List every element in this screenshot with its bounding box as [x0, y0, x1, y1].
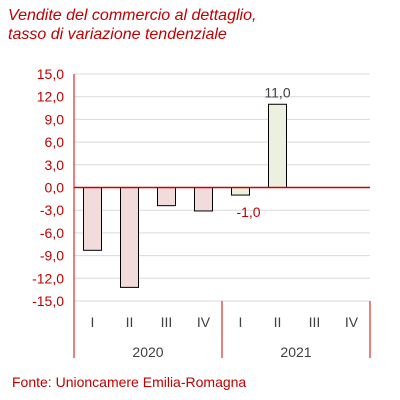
x-tick-label: I: [91, 314, 95, 330]
year-label: 2020: [132, 344, 163, 360]
x-tick-label: III: [309, 314, 321, 330]
data-label: -1,0: [236, 204, 260, 220]
x-tick-label: IV: [345, 314, 359, 330]
y-tick-label: -15,0: [32, 293, 64, 309]
bar: [231, 187, 250, 196]
chart-title-line-2: tasso di variazione tendenziale: [8, 26, 227, 43]
y-tick-label: -12,0: [32, 270, 64, 286]
bar: [268, 103, 287, 188]
y-tick-label: 0,0: [45, 180, 65, 196]
y-tick-label: -3,0: [40, 202, 64, 218]
x-tick-label: IV: [197, 314, 211, 330]
bar: [157, 187, 176, 207]
x-tick-label: I: [239, 314, 243, 330]
y-tick-label: 9,0: [45, 111, 65, 127]
bar: [120, 187, 139, 288]
bar: [194, 187, 213, 212]
data-label: 11,0: [264, 84, 290, 100]
chart-title-line-1: Vendite del commercio al dettaglio,: [8, 7, 257, 24]
year-label: 2021: [280, 344, 311, 360]
x-tick-label: II: [274, 314, 282, 330]
chart-title: Vendite del commercio al dettaglio, tass…: [8, 6, 388, 44]
y-tick-label: -9,0: [40, 248, 64, 264]
y-tick-label: 15,0: [37, 66, 64, 82]
y-tick-label: 6,0: [45, 134, 65, 150]
bar: [83, 187, 102, 251]
y-tick-label: 12,0: [37, 89, 64, 105]
y-tick-label: 3,0: [45, 157, 65, 173]
x-tick-label: III: [161, 314, 173, 330]
y-tick-label: -6,0: [40, 225, 64, 241]
source-note: Fonte: Unioncamere Emilia-Romagna: [12, 374, 247, 390]
x-tick-label: II: [126, 314, 134, 330]
